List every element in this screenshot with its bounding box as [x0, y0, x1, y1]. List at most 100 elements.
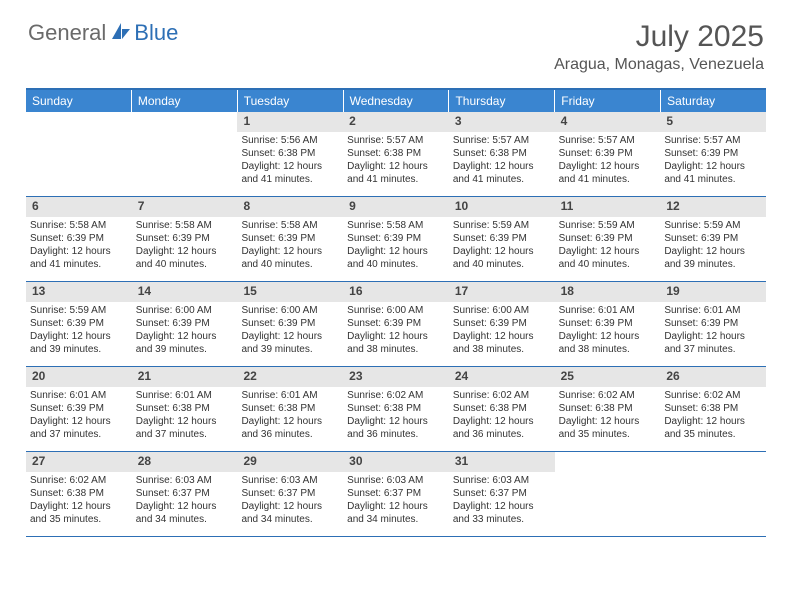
day-body: Sunrise: 6:01 AMSunset: 6:38 PMDaylight:…	[237, 387, 343, 445]
day-body: Sunrise: 6:00 AMSunset: 6:39 PMDaylight:…	[132, 302, 238, 360]
day-number: 19	[660, 282, 766, 302]
brand-logo: General Blue	[28, 20, 178, 46]
daylight-text: Daylight: 12 hours and 38 minutes.	[453, 330, 551, 356]
sunrise-text: Sunrise: 6:01 AM	[30, 389, 128, 402]
day-cell: 13Sunrise: 5:59 AMSunset: 6:39 PMDayligh…	[26, 282, 132, 366]
daylight-text: Daylight: 12 hours and 37 minutes.	[136, 415, 234, 441]
day-cell: 24Sunrise: 6:02 AMSunset: 6:38 PMDayligh…	[449, 367, 555, 451]
day-body: Sunrise: 5:56 AMSunset: 6:38 PMDaylight:…	[237, 132, 343, 190]
day-cell: 10Sunrise: 5:59 AMSunset: 6:39 PMDayligh…	[449, 197, 555, 281]
sunrise-text: Sunrise: 6:03 AM	[453, 474, 551, 487]
day-body: Sunrise: 6:01 AMSunset: 6:38 PMDaylight:…	[132, 387, 238, 445]
sunrise-text: Sunrise: 6:01 AM	[241, 389, 339, 402]
week-row: 6Sunrise: 5:58 AMSunset: 6:39 PMDaylight…	[26, 197, 766, 282]
day-number: 7	[132, 197, 238, 217]
day-body: Sunrise: 6:01 AMSunset: 6:39 PMDaylight:…	[26, 387, 132, 445]
day-cell: 26Sunrise: 6:02 AMSunset: 6:38 PMDayligh…	[660, 367, 766, 451]
day-body: Sunrise: 5:58 AMSunset: 6:39 PMDaylight:…	[343, 217, 449, 275]
daylight-text: Daylight: 12 hours and 36 minutes.	[347, 415, 445, 441]
day-number: 9	[343, 197, 449, 217]
day-number: 26	[660, 367, 766, 387]
day-cell: 22Sunrise: 6:01 AMSunset: 6:38 PMDayligh…	[237, 367, 343, 451]
day-cell: .	[555, 452, 661, 536]
day-number: 13	[26, 282, 132, 302]
day-cell: 25Sunrise: 6:02 AMSunset: 6:38 PMDayligh…	[555, 367, 661, 451]
daylight-text: Daylight: 12 hours and 39 minutes.	[664, 245, 762, 271]
day-body: Sunrise: 6:03 AMSunset: 6:37 PMDaylight:…	[449, 472, 555, 530]
day-number: 11	[555, 197, 661, 217]
day-body: Sunrise: 6:02 AMSunset: 6:38 PMDaylight:…	[343, 387, 449, 445]
daylight-text: Daylight: 12 hours and 41 minutes.	[241, 160, 339, 186]
day-body: Sunrise: 6:02 AMSunset: 6:38 PMDaylight:…	[449, 387, 555, 445]
day-cell: .	[26, 112, 132, 196]
daylight-text: Daylight: 12 hours and 38 minutes.	[347, 330, 445, 356]
day-number: 27	[26, 452, 132, 472]
day-body: Sunrise: 5:59 AMSunset: 6:39 PMDaylight:…	[449, 217, 555, 275]
weekday-header: Thursday	[449, 90, 555, 112]
day-number: 25	[555, 367, 661, 387]
title-block: July 2025 Aragua, Monagas, Venezuela	[554, 20, 764, 74]
day-cell: .	[660, 452, 766, 536]
weekday-header: Saturday	[661, 90, 766, 112]
daylight-text: Daylight: 12 hours and 40 minutes.	[136, 245, 234, 271]
daylight-text: Daylight: 12 hours and 36 minutes.	[241, 415, 339, 441]
day-cell: 6Sunrise: 5:58 AMSunset: 6:39 PMDaylight…	[26, 197, 132, 281]
daylight-text: Daylight: 12 hours and 41 minutes.	[559, 160, 657, 186]
location-label: Aragua, Monagas, Venezuela	[554, 56, 764, 74]
daylight-text: Daylight: 12 hours and 35 minutes.	[559, 415, 657, 441]
sunrise-text: Sunrise: 5:57 AM	[664, 134, 762, 147]
sunrise-text: Sunrise: 5:58 AM	[241, 219, 339, 232]
daylight-text: Daylight: 12 hours and 39 minutes.	[30, 330, 128, 356]
day-number: 29	[237, 452, 343, 472]
sunrise-text: Sunrise: 6:02 AM	[347, 389, 445, 402]
week-row: 13Sunrise: 5:59 AMSunset: 6:39 PMDayligh…	[26, 282, 766, 367]
sunset-text: Sunset: 6:39 PM	[347, 317, 445, 330]
daylight-text: Daylight: 12 hours and 41 minutes.	[347, 160, 445, 186]
sunset-text: Sunset: 6:38 PM	[453, 402, 551, 415]
sunrise-text: Sunrise: 6:00 AM	[347, 304, 445, 317]
daylight-text: Daylight: 12 hours and 40 minutes.	[241, 245, 339, 271]
sunset-text: Sunset: 6:38 PM	[136, 402, 234, 415]
day-number: 1	[237, 112, 343, 132]
day-number: 17	[449, 282, 555, 302]
day-number: 23	[343, 367, 449, 387]
day-number: 14	[132, 282, 238, 302]
sunset-text: Sunset: 6:39 PM	[30, 232, 128, 245]
sunrise-text: Sunrise: 5:59 AM	[453, 219, 551, 232]
sunset-text: Sunset: 6:39 PM	[136, 232, 234, 245]
daylight-text: Daylight: 12 hours and 35 minutes.	[664, 415, 762, 441]
day-number: 30	[343, 452, 449, 472]
sunset-text: Sunset: 6:39 PM	[30, 402, 128, 415]
day-cell: 12Sunrise: 5:59 AMSunset: 6:39 PMDayligh…	[660, 197, 766, 281]
week-row: 20Sunrise: 6:01 AMSunset: 6:39 PMDayligh…	[26, 367, 766, 452]
daylight-text: Daylight: 12 hours and 41 minutes.	[453, 160, 551, 186]
daylight-text: Daylight: 12 hours and 33 minutes.	[453, 500, 551, 526]
day-number: 16	[343, 282, 449, 302]
day-body: Sunrise: 5:59 AMSunset: 6:39 PMDaylight:…	[26, 302, 132, 360]
sunrise-text: Sunrise: 6:03 AM	[136, 474, 234, 487]
sunset-text: Sunset: 6:39 PM	[664, 232, 762, 245]
day-number: 15	[237, 282, 343, 302]
day-cell: 7Sunrise: 5:58 AMSunset: 6:39 PMDaylight…	[132, 197, 238, 281]
daylight-text: Daylight: 12 hours and 40 minutes.	[347, 245, 445, 271]
sunset-text: Sunset: 6:39 PM	[136, 317, 234, 330]
sunset-text: Sunset: 6:38 PM	[347, 402, 445, 415]
day-number: 31	[449, 452, 555, 472]
day-number: 18	[555, 282, 661, 302]
sunrise-text: Sunrise: 5:59 AM	[559, 219, 657, 232]
day-number: 12	[660, 197, 766, 217]
day-number: 28	[132, 452, 238, 472]
sunset-text: Sunset: 6:38 PM	[453, 147, 551, 160]
sunset-text: Sunset: 6:39 PM	[664, 147, 762, 160]
sunrise-text: Sunrise: 6:02 AM	[664, 389, 762, 402]
weekday-header: Monday	[132, 90, 238, 112]
sunset-text: Sunset: 6:37 PM	[136, 487, 234, 500]
day-body: Sunrise: 5:58 AMSunset: 6:39 PMDaylight:…	[26, 217, 132, 275]
sunrise-text: Sunrise: 6:02 AM	[30, 474, 128, 487]
day-cell: 1Sunrise: 5:56 AMSunset: 6:38 PMDaylight…	[237, 112, 343, 196]
day-cell: 20Sunrise: 6:01 AMSunset: 6:39 PMDayligh…	[26, 367, 132, 451]
day-cell: .	[132, 112, 238, 196]
sunrise-text: Sunrise: 6:00 AM	[453, 304, 551, 317]
sunset-text: Sunset: 6:39 PM	[559, 232, 657, 245]
day-number: 5	[660, 112, 766, 132]
